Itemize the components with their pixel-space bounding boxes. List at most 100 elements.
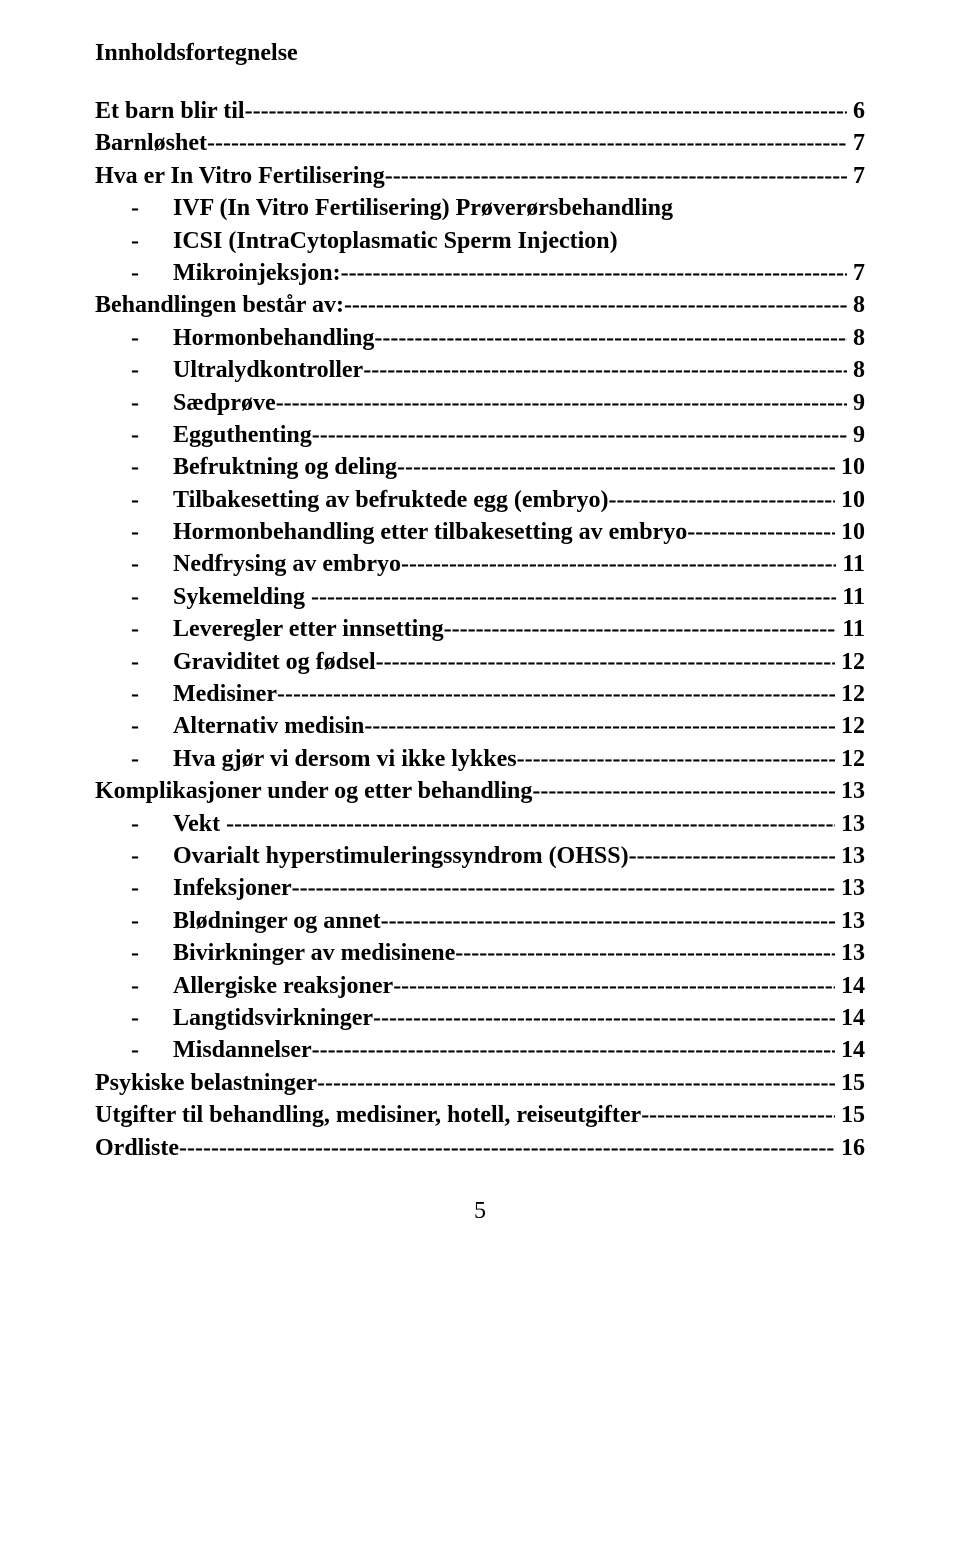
toc-entry-label: -Egguthenting (131, 419, 312, 451)
bullet-dash: - (131, 451, 173, 483)
toc-entry: -Misdannelser---------------------------… (95, 1034, 865, 1066)
toc-leader: ----------------------------------------… (609, 484, 835, 516)
toc-entry: -ICSI (IntraCytoplasmatic Sperm Injectio… (95, 225, 865, 257)
toc-leader: ----------------------------------------… (455, 937, 835, 969)
toc-entry: -Sædprøve-------------------------------… (95, 387, 865, 419)
toc-entry-label: Hva er In Vitro Fertilisering (95, 160, 385, 192)
toc-leader: ----------------------------------------… (312, 419, 847, 451)
toc-entry-label: -Leveregler etter innsetting (131, 613, 444, 645)
toc-leader: ----------------------------------------… (629, 840, 835, 872)
toc-entry-page: 10 (835, 451, 865, 483)
toc-entry-label: Psykiske belastninger (95, 1067, 317, 1099)
bullet-dash: - (131, 419, 173, 451)
bullet-dash: - (131, 548, 173, 580)
toc-entry-label: -Tilbakesetting av befruktede egg (embry… (131, 484, 609, 516)
toc-entry-page: 8 (847, 354, 865, 386)
toc-entry-page: 14 (835, 1002, 865, 1034)
toc-leader: ----------------------------------------… (397, 451, 835, 483)
toc-entry-label: -Bivirkninger av medisinene (131, 937, 455, 969)
toc-entry-label: Behandlingen består av: (95, 289, 344, 321)
toc-entry-page: 13 (835, 937, 865, 969)
bullet-dash: - (131, 322, 173, 354)
toc-entry: -Langtidsvirkninger---------------------… (95, 1002, 865, 1034)
toc-entry: -IVF (In Vitro Fertilisering) Prøverørsb… (95, 192, 865, 224)
toc-entry-page: 13 (835, 840, 865, 872)
toc-entry: -Hormonbehandling etter tilbakesetting a… (95, 516, 865, 548)
toc-entry-page: 7 (847, 160, 865, 192)
toc-entry-label: -Vekt - (131, 808, 234, 840)
toc-entry-page: 13 (835, 872, 865, 904)
toc-entry: -Tilbakesetting av befruktede egg (embry… (95, 484, 865, 516)
bullet-dash: - (131, 354, 173, 386)
bullet-dash: - (131, 1034, 173, 1066)
toc-entry-page: 9 (847, 387, 865, 419)
toc-entry: -Mikroinjeksjon:------------------------… (95, 257, 865, 289)
toc-entry-label: -Allergiske reaksjoner (131, 970, 393, 1002)
toc-entry: -Ovarialt hyperstimuleringssyndrom (OHSS… (95, 840, 865, 872)
bullet-dash: - (131, 484, 173, 516)
toc-entry: Hva er In Vitro Fertilisering ----------… (95, 160, 865, 192)
page-number: 5 (95, 1198, 865, 1225)
toc-entry-page: 12 (835, 646, 865, 678)
bullet-dash: - (131, 743, 173, 775)
toc-entry-page: 10 (835, 516, 865, 548)
toc-entry-page: 14 (835, 1034, 865, 1066)
toc-entry: -Befruktning og deling------------------… (95, 451, 865, 483)
toc-entry: -Nedfrysing av embryo-------------------… (95, 548, 865, 580)
toc-entry: -Vekt - --------------------------------… (95, 808, 865, 840)
bullet-dash: - (131, 840, 173, 872)
toc-entry-page: 12 (835, 710, 865, 742)
toc-leader: ----------------------------------------… (234, 808, 835, 840)
toc-leader: ----------------------------------------… (319, 581, 836, 613)
document-page: Innholdsfortegnelse Et barn blir til----… (95, 40, 865, 1225)
toc-entry-label: Ordliste (95, 1132, 179, 1164)
toc-entry-page: 15 (835, 1099, 865, 1131)
bullet-dash: - (131, 581, 173, 613)
toc-leader: ----------------------------------------… (363, 354, 847, 386)
toc-leader: ----------------------------------------… (385, 160, 847, 192)
toc-entry: -Blødninger og annet--------------------… (95, 905, 865, 937)
toc-entry-page: 12 (835, 743, 865, 775)
bullet-dash: - (131, 937, 173, 969)
toc-leader: ----------------------------------------… (444, 613, 837, 645)
toc-entry-label: -Infeksjoner (131, 872, 292, 904)
toc-entry-label: -Graviditet og fødsel (131, 646, 376, 678)
toc-entry-page: 16 (835, 1132, 865, 1164)
toc-leader: ----------------------------------------… (376, 646, 835, 678)
bullet-dash: - (131, 387, 173, 419)
toc-entry: -Hormonbehandling ----------------------… (95, 322, 865, 354)
bullet-dash: - (131, 646, 173, 678)
toc-entry: -Egguthenting---------------------------… (95, 419, 865, 451)
toc-entry-label: -Sykemelding - (131, 581, 319, 613)
toc-leader: ----------------------------------------… (381, 905, 835, 937)
toc-entry-label: -Blødninger og annet (131, 905, 381, 937)
toc-entry: -Ultralydkontroller---------------------… (95, 354, 865, 386)
toc-entry-label: -Ultralydkontroller (131, 354, 363, 386)
toc-entry-label: -Langtidsvirkninger (131, 1002, 373, 1034)
toc-entry-label: -Mikroinjeksjon: (131, 257, 341, 289)
bullet-dash: - (131, 710, 173, 742)
toc-entry: -Bivirkninger av medisinene-------------… (95, 937, 865, 969)
toc-entry-page: 12 (835, 678, 865, 710)
toc-entry: -Allergiske reaksjoner------------------… (95, 970, 865, 1002)
toc-entry-label: -Medisiner (131, 678, 277, 710)
toc-entry: Utgifter til behandling, medisiner, hote… (95, 1099, 865, 1131)
toc-entry-page: 7 (847, 257, 865, 289)
toc-leader: ----------------------------------------… (393, 970, 835, 1002)
toc-leader: ----------------------------------------… (641, 1099, 835, 1131)
bullet-dash: - (131, 905, 173, 937)
bullet-dash: - (131, 808, 173, 840)
table-of-contents: Et barn blir til------------------------… (95, 95, 865, 1164)
bullet-dash: - (131, 192, 173, 224)
toc-entry-label: -Hormonbehandling etter tilbakesetting a… (131, 516, 687, 548)
toc-entry-label: Et barn blir til (95, 95, 245, 127)
toc-entry: -Leveregler etter innsetting------------… (95, 613, 865, 645)
toc-leader: ----------------------------------------… (374, 322, 847, 354)
toc-entry: -Hva gjør vi dersom vi ikke lykkes -----… (95, 743, 865, 775)
toc-entry: Et barn blir til------------------------… (95, 95, 865, 127)
bullet-dash: - (131, 257, 173, 289)
toc-entry: Ordliste--------------------------------… (95, 1132, 865, 1164)
toc-entry: -Medisiner -----------------------------… (95, 678, 865, 710)
toc-entry-label: -IVF (In Vitro Fertilisering) Prøverørsb… (131, 192, 673, 224)
toc-leader: ----------------------------------------… (364, 710, 835, 742)
